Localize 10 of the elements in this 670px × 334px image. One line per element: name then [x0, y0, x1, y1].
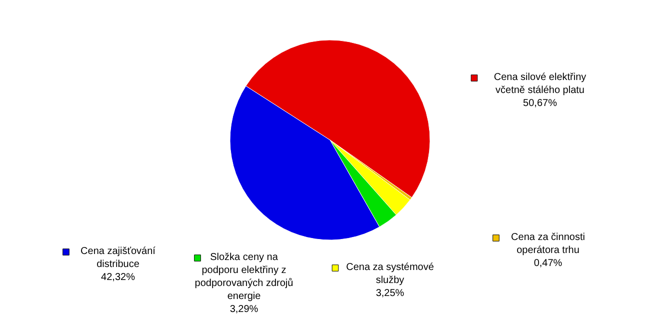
data-label: 50,67%	[523, 98, 558, 109]
legend-label: Cena zajišťování distribuce	[80, 246, 156, 270]
legend-label: Cena za systémové služby	[346, 262, 434, 286]
legend-label: Složka ceny na podporu elektřiny z podporovaných zdrojů energie	[194, 252, 294, 302]
legend-label: Cena silové elektřiny včetně stálého platu	[494, 72, 586, 96]
data-label: 3,25%	[376, 288, 404, 299]
data-label: 3,29%	[230, 304, 258, 315]
legend-label: Cena za činnosti operátora trhu	[511, 232, 585, 256]
data-label: 42,32%	[101, 272, 136, 283]
data-label: 0,47%	[534, 258, 562, 269]
